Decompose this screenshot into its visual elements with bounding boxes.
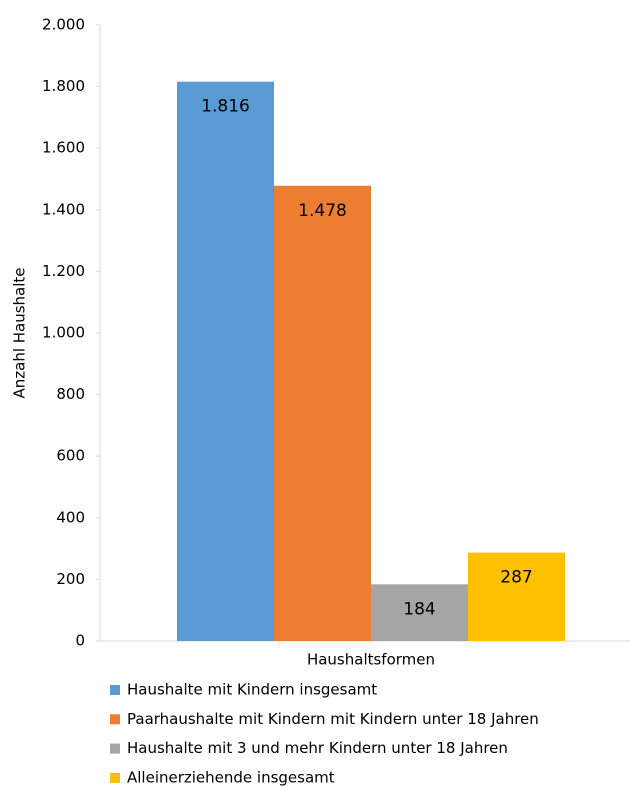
x-tick-label: Haushaltsformen [307,651,435,669]
y-tick-label: 1.000 [42,324,85,342]
bar [274,185,371,641]
y-tick-label: 1.400 [42,200,85,218]
legend-swatch [110,714,120,725]
y-tick-label: 1.800 [42,77,85,95]
y-tick-label: 2.000 [42,16,85,34]
legend-swatch [110,685,120,695]
legend-swatch [110,772,120,783]
data-label: 287 [500,568,532,588]
data-label: 1.816 [201,97,250,117]
y-tick-label: 400 [56,508,85,526]
legend-label: Alleinerziehende insgesamt [127,768,335,786]
bar [177,81,274,641]
bar [468,552,565,641]
data-label: 184 [403,599,435,619]
y-tick-label: 200 [56,570,85,588]
y-tick-label: 800 [56,385,85,403]
y-tick-label: 600 [56,447,85,465]
y-tick-label: 0 [75,632,85,650]
legend-label: Paarhaushalte mit Kindern mit Kindern un… [127,710,539,728]
legend-swatch [110,743,120,754]
bar [371,584,468,641]
y-axis-label: Anzahl Haushalte [11,267,29,398]
y-tick-label: 1.200 [42,262,85,280]
data-label: 1.478 [298,201,347,221]
y-tick-label: 1.600 [42,139,85,157]
legend-label: Haushalte mit 3 und mehr Kindern unter 1… [127,739,508,757]
legend-label: Haushalte mit Kindern insgesamt [127,681,377,699]
